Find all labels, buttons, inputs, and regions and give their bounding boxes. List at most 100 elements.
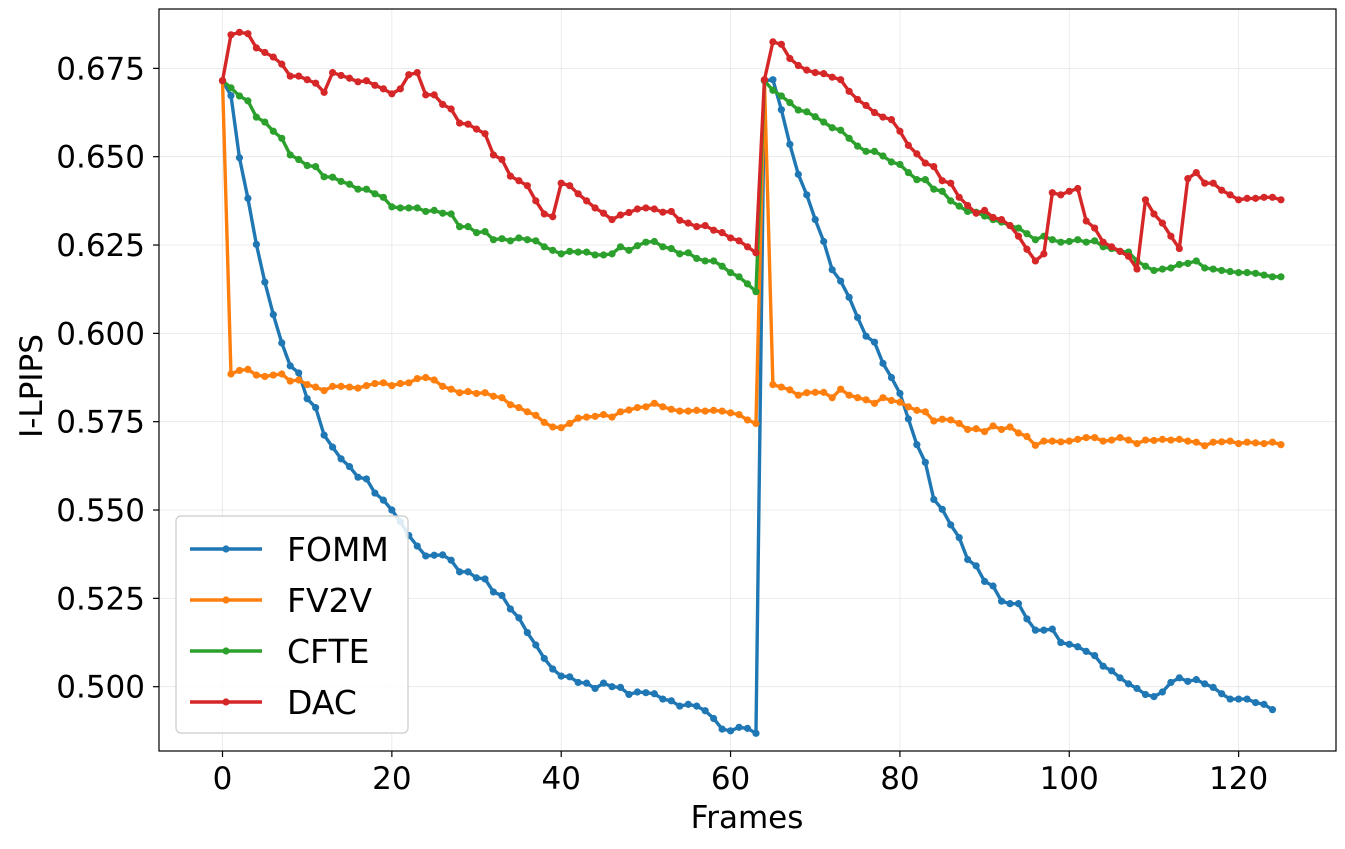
data-point-fomm [235,154,244,162]
data-point-cfte [955,202,963,210]
data-point-dac [540,210,548,218]
x-tick-label: 0 [213,761,233,797]
data-point-cfte [345,180,354,188]
data-point-dac [498,155,506,164]
data-point-dac [388,90,396,98]
data-point-fomm [447,556,455,564]
data-point-fomm [650,690,658,698]
data-point-dac [777,40,785,48]
data-point-dac [828,73,836,81]
data-point-dac [523,182,531,190]
data-point-fomm [1243,695,1251,703]
data-point-fomm [286,362,294,370]
data-point-fv2v [278,370,286,378]
data-point-fomm [1124,680,1133,688]
data-point-dac [472,125,481,133]
data-point-dac [1099,238,1107,246]
data-point-dac [701,221,709,230]
data-point-cfte [964,207,972,216]
data-point-fomm [532,641,540,649]
data-point-cfte [896,160,904,169]
data-point-dac [870,108,879,117]
series-dac [218,28,1285,273]
data-point-dac [769,38,777,46]
data-point-cfte [286,151,294,159]
data-point-cfte [549,246,557,254]
data-point-fomm [591,684,599,693]
data-point-fv2v [1235,440,1243,448]
data-point-dac [1023,245,1031,253]
data-point-cfte [1167,264,1175,272]
y-tick-label: 0.625 [56,228,145,264]
data-point-fomm [498,591,506,600]
data-point-cfte [870,147,879,155]
legend-swatch-marker [222,596,230,604]
data-point-fomm [1099,662,1107,670]
data-point-dac [557,179,565,187]
data-point-dac [980,206,989,214]
data-point-fomm [557,672,565,680]
data-point-fv2v [557,424,565,432]
data-point-fomm [938,505,946,513]
data-point-fv2v [1048,437,1056,445]
data-point-cfte [921,176,929,184]
data-point-dac [760,76,769,84]
data-point-dac [879,113,887,121]
data-point-cfte [1023,230,1031,238]
data-point-fomm [752,729,760,737]
data-point-dac [396,85,404,93]
data-point-fomm [1006,600,1014,608]
data-point-fv2v [777,383,785,391]
data-point-cfte [295,155,303,164]
data-point-fomm [616,683,625,692]
data-point-cfte [1209,265,1217,273]
data-point-fomm [1201,680,1209,688]
data-point-cfte [616,243,625,251]
y-tick-label: 0.650 [56,140,145,176]
data-point-dac [633,205,642,213]
data-point-fv2v [853,394,862,402]
data-point-dac [718,229,726,237]
data-point-cfte [1268,273,1277,281]
data-point-dac [286,72,294,80]
data-point-cfte [540,243,548,251]
data-point-cfte [1235,268,1243,277]
x-tick-label: 60 [711,761,750,797]
data-point-fv2v [379,379,387,387]
data-point-fv2v [811,388,819,396]
data-point-dac [532,197,540,205]
data-point-dac [1251,194,1260,202]
data-point-fv2v [1268,438,1277,446]
data-point-fv2v [803,389,811,397]
data-point-dac [862,101,870,110]
data-point-fv2v [887,396,896,405]
data-point-fv2v [650,399,658,407]
data-point-cfte [1175,260,1183,269]
data-point-cfte [566,247,574,255]
data-point-dac [218,77,227,85]
legend: FOMM FV2V CFTE DAC [175,515,409,734]
data-point-dac [608,215,616,224]
data-point-cfte [938,187,946,195]
data-point-cfte [650,237,658,246]
data-point-fv2v [1031,441,1039,449]
data-point-fv2v [1277,441,1285,449]
data-point-dac [684,219,692,227]
data-point-fv2v [616,408,625,416]
data-point-cfte [1074,236,1082,244]
data-point-cfte [608,250,616,258]
data-point-cfte [557,250,565,258]
data-point-dac [303,76,311,84]
data-point-dac [972,209,980,217]
data-point-fv2v [676,407,684,415]
data-point-fv2v [244,365,252,373]
data-point-cfte [354,185,362,193]
data-point-dac [726,234,735,242]
data-point-cfte [667,244,675,253]
data-point-dac [642,204,650,212]
data-point-fomm [786,140,794,148]
data-point-fomm [1209,683,1217,692]
data-point-cfte [430,206,438,214]
data-point-cfte [464,223,472,231]
data-point-fv2v [1226,437,1234,445]
